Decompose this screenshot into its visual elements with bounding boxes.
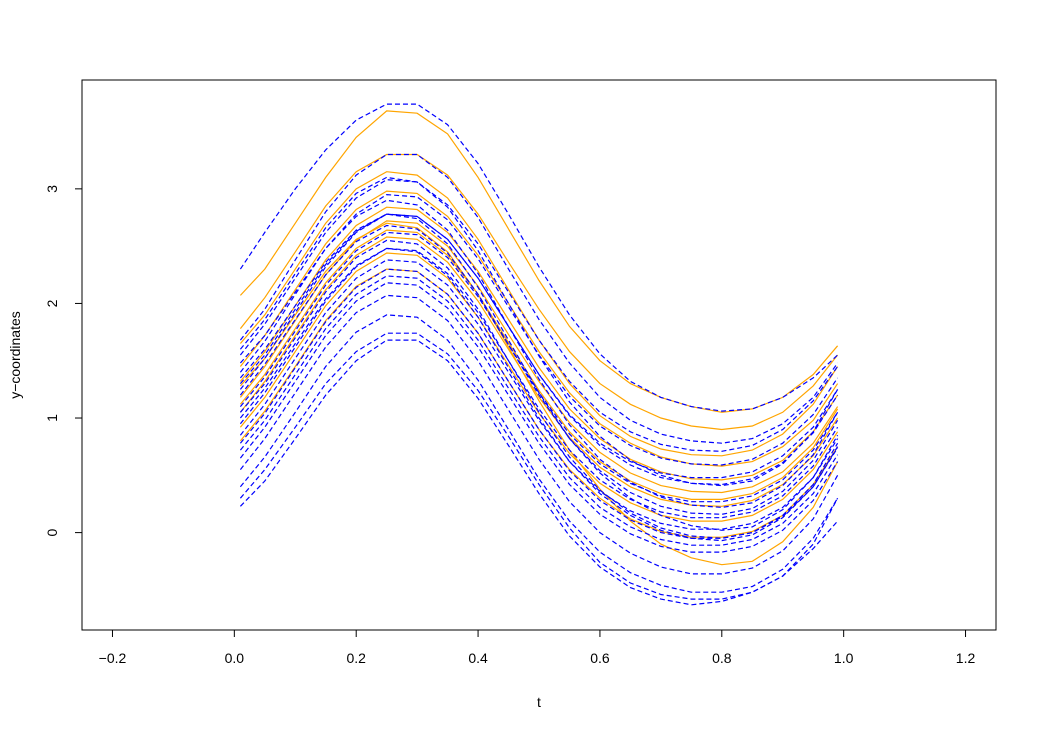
y-tick-label: 3: [44, 185, 60, 193]
blue-dashed-curve: [239, 103, 839, 412]
blue-dashed-curve: [239, 199, 839, 509]
x-tick-label: 0.2: [346, 650, 366, 666]
orange-curve: [239, 171, 839, 457]
blue-dashed-curve: [239, 282, 839, 553]
blue-dashed-curve: [239, 275, 839, 546]
y-axis: 0 1 2 3: [44, 185, 82, 537]
x-axis-label: t: [537, 694, 541, 710]
x-tick-label: 0.0: [225, 650, 245, 666]
x-tick-label: 0.8: [712, 650, 732, 666]
orange-curve: [239, 206, 839, 481]
blue-dashed-curve: [239, 247, 839, 542]
plot-frame: [81, 79, 997, 631]
blue-dashed-curve: [239, 339, 839, 606]
blue-dashed-curve: [239, 213, 839, 531]
blue-dashed-curve: [239, 231, 839, 503]
blue-dashed-curve: [239, 294, 839, 575]
orange-curve: [239, 252, 839, 522]
orange-curve: [239, 236, 839, 507]
x-tick-label: 0.4: [468, 650, 488, 666]
blue-dashed-curve: [239, 259, 839, 530]
blue-dashed-curve: [239, 314, 839, 593]
blue-dashed-curve: [239, 153, 839, 444]
orange-curve: [239, 110, 839, 413]
y-tick-label: 0: [44, 529, 60, 537]
y-tick-label: 2: [44, 299, 60, 307]
orange-curve: [239, 190, 839, 467]
blue-dashed-curve: [239, 213, 839, 486]
blue-dashed-curve: [239, 268, 839, 539]
x-tick-label: 1.0: [834, 650, 854, 666]
x-tick-label: 0.6: [590, 650, 610, 666]
orange-curve: [239, 153, 839, 431]
orange-curve: [239, 268, 839, 538]
blue-dashed-curve: [239, 332, 839, 600]
series-layer: [239, 103, 839, 606]
y-tick-label: 1: [44, 414, 60, 422]
blue-dashed-curve: [239, 224, 839, 515]
blue-dashed-curve: [239, 213, 839, 479]
x-axis: −0.2 0.0 0.2 0.4 0.6 0.8 1.0 1.2: [99, 630, 976, 666]
x-tick-label: −0.2: [99, 650, 127, 666]
blue-dashed-curve: [239, 176, 839, 487]
y-axis-label: y−coordinates: [7, 311, 23, 399]
orange-curve: [239, 222, 839, 566]
orange-curve: [239, 229, 839, 500]
blue-dashed-curve: [239, 247, 839, 519]
x-tick-label: 1.2: [956, 650, 976, 666]
blue-dashed-curve: [239, 179, 839, 452]
